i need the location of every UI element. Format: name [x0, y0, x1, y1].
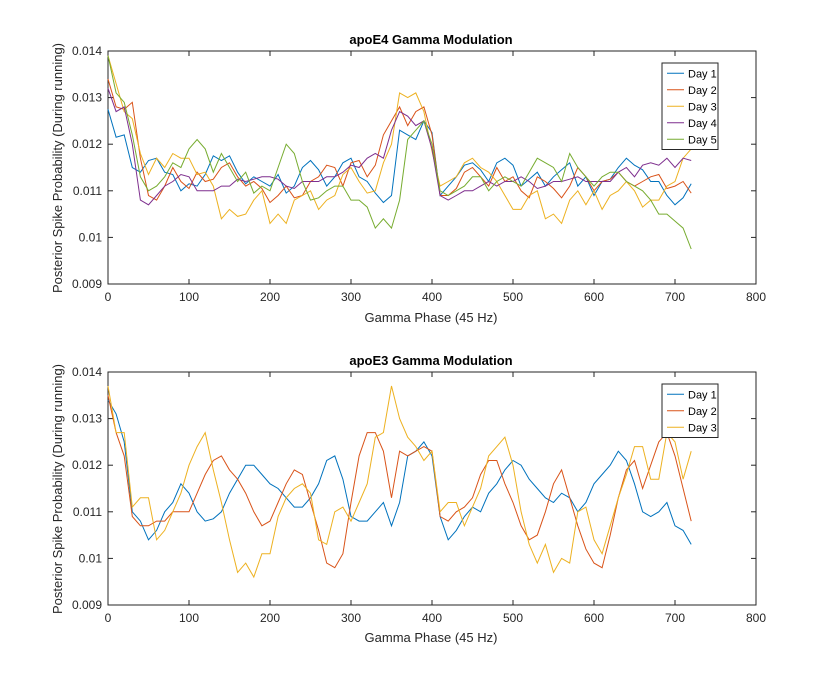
series-line-day-5	[107, 55, 692, 250]
series-line-day-4	[107, 88, 692, 206]
y-axis-label: Posterior Spike Probability (During runn…	[50, 43, 65, 293]
y-tick-label: 0.012	[72, 458, 102, 472]
series-line-day-2	[107, 395, 692, 569]
chart-panel-apoe3: apoE3 Gamma Modulation Gamma Phase (45 H…	[50, 353, 766, 645]
y-tick-label: 0.012	[72, 137, 102, 151]
legend-label: Day 5	[688, 134, 717, 146]
x-tick-label: 700	[665, 290, 685, 304]
series-line-day-1	[107, 399, 692, 545]
y-tick-label: 0.013	[72, 412, 102, 426]
y-tick-label: 0.01	[79, 551, 103, 565]
x-tick-label: 800	[746, 611, 766, 625]
y-axis-label: Posterior Spike Probability (During runn…	[50, 364, 65, 614]
x-tick-label: 0	[105, 611, 112, 625]
y-tick-label: 0.013	[72, 91, 102, 105]
legend-label: Day 4	[688, 118, 717, 130]
legend-label: Day 3	[688, 101, 717, 113]
chart-panel-apoe4: apoE4 Gamma Modulation Gamma Phase (45 H…	[50, 32, 766, 325]
axes-box	[107, 371, 757, 606]
y-tick-label: 0.014	[72, 365, 102, 379]
legend-label: Day 1	[688, 389, 717, 401]
legend-label: Day 2	[688, 406, 717, 418]
x-tick-label: 100	[179, 290, 199, 304]
y-tick-label: 0.009	[72, 277, 102, 291]
x-tick-label: 0	[105, 290, 112, 304]
legend-label: Day 2	[688, 85, 717, 97]
x-tick-label: 100	[179, 611, 199, 625]
x-tick-label: 300	[341, 611, 361, 625]
x-tick-label: 800	[746, 290, 766, 304]
series-line-day-3	[107, 55, 692, 225]
series-line-day-3	[107, 385, 692, 579]
x-tick-label: 300	[341, 290, 361, 304]
plot-area: 0 100 200 300 400 500 600 700 800 0.009 0.01 0.011 0…	[72, 365, 766, 625]
x-tick-label: 500	[503, 290, 523, 304]
x-tick-label: 600	[584, 290, 604, 304]
x-tick-label: 200	[260, 290, 280, 304]
y-tick-label: 0.011	[73, 505, 102, 519]
y-tick-label: 0.014	[72, 44, 102, 58]
y-tick-label: 0.01	[79, 230, 103, 244]
series-line-day-1	[107, 109, 692, 206]
plot-area: 0 100 200 300 400 500 600 700 800 0.009 0.01 0.011 0…	[72, 44, 766, 304]
chart-title: apoE4 Gamma Modulation	[349, 32, 512, 47]
x-tick-label: 400	[422, 611, 442, 625]
x-axis-label: Gamma Phase (45 Hz)	[365, 630, 498, 645]
y-tick-label: 0.011	[73, 184, 102, 198]
x-tick-label: 700	[665, 611, 685, 625]
legend-label: Day 3	[688, 422, 717, 434]
x-tick-label: 600	[584, 611, 604, 625]
x-tick-label: 200	[260, 611, 280, 625]
y-tick-label: 0.009	[72, 598, 102, 612]
legend-label: Day 1	[688, 68, 717, 80]
chart-title: apoE3 Gamma Modulation	[349, 353, 512, 368]
x-axis-label: Gamma Phase (45 Hz)	[365, 310, 498, 325]
axes-box	[107, 50, 757, 285]
x-tick-label: 400	[422, 290, 442, 304]
x-tick-label: 500	[503, 611, 523, 625]
